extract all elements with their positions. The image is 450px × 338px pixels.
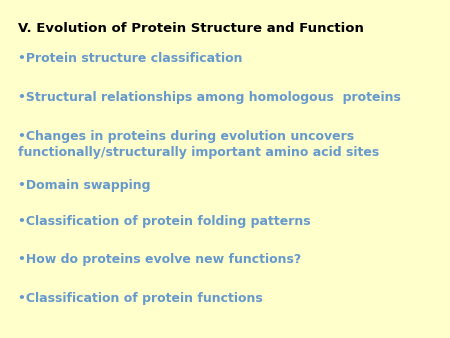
- Text: •Domain swapping: •Domain swapping: [18, 179, 150, 192]
- Text: •Classification of protein folding patterns: •Classification of protein folding patte…: [18, 215, 310, 227]
- Text: V. Evolution of Protein Structure and Function: V. Evolution of Protein Structure and Fu…: [18, 22, 364, 35]
- Text: •Changes in proteins during evolution uncovers
functionally/structurally importa: •Changes in proteins during evolution un…: [18, 130, 379, 159]
- Text: •Classification of protein functions: •Classification of protein functions: [18, 292, 263, 305]
- Text: •Structural relationships among homologous  proteins: •Structural relationships among homologo…: [18, 91, 401, 104]
- Text: •Protein structure classification: •Protein structure classification: [18, 52, 243, 65]
- Text: •How do proteins evolve new functions?: •How do proteins evolve new functions?: [18, 254, 301, 266]
